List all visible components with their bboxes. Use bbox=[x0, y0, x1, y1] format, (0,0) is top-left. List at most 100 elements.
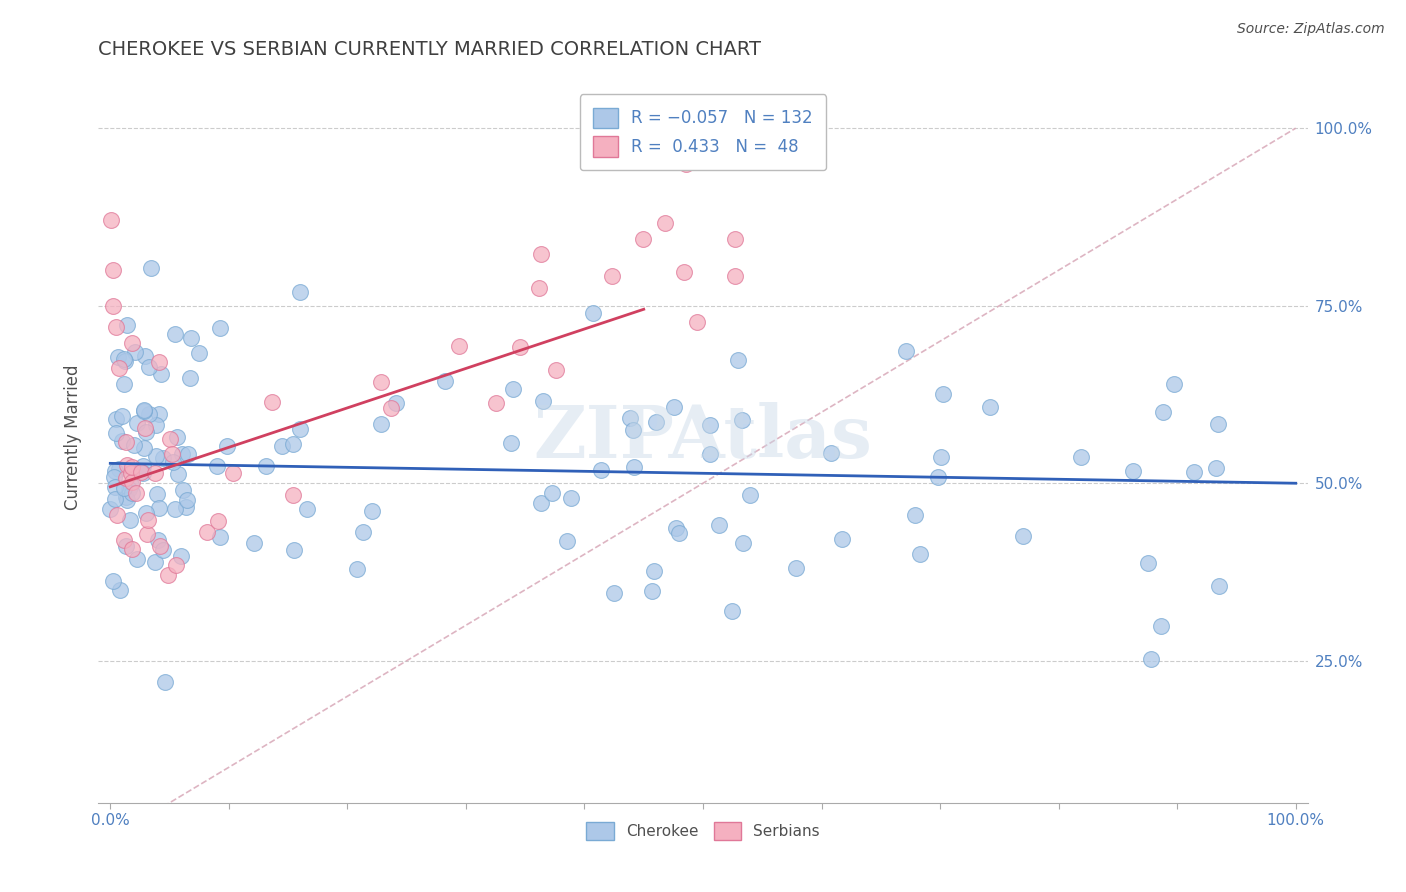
Point bbox=[180, 330, 202, 344]
Point bbox=[114, 353, 136, 368]
Point bbox=[434, 374, 457, 388]
Point bbox=[927, 470, 949, 484]
Point bbox=[111, 409, 134, 423]
Point bbox=[100, 213, 122, 227]
Point bbox=[163, 502, 186, 516]
Point bbox=[1122, 464, 1144, 478]
Point bbox=[120, 512, 142, 526]
Point bbox=[724, 268, 747, 283]
Point bbox=[560, 491, 582, 506]
Point bbox=[740, 488, 762, 502]
Point bbox=[1182, 465, 1205, 479]
Point bbox=[731, 535, 754, 549]
Point bbox=[104, 464, 127, 478]
Point bbox=[195, 524, 218, 539]
Point bbox=[148, 355, 170, 369]
Point bbox=[600, 268, 623, 283]
Point bbox=[115, 493, 138, 508]
Point bbox=[143, 466, 166, 480]
Point bbox=[134, 421, 156, 435]
Point bbox=[152, 451, 174, 466]
Point bbox=[104, 491, 127, 506]
Point bbox=[187, 346, 209, 360]
Legend: Cherokee, Serbians: Cherokee, Serbians bbox=[579, 815, 827, 847]
Point bbox=[172, 483, 194, 498]
Point bbox=[112, 481, 135, 495]
Point bbox=[205, 459, 228, 474]
Point bbox=[499, 436, 522, 450]
Point bbox=[108, 461, 131, 475]
Point bbox=[160, 447, 183, 461]
Point bbox=[502, 382, 524, 396]
Point bbox=[104, 480, 127, 494]
Point bbox=[208, 321, 231, 335]
Point bbox=[621, 423, 644, 437]
Point bbox=[281, 488, 304, 502]
Point bbox=[101, 574, 124, 588]
Point bbox=[254, 459, 277, 474]
Point bbox=[135, 527, 157, 541]
Point bbox=[114, 490, 136, 504]
Point bbox=[283, 542, 305, 557]
Point bbox=[904, 508, 927, 523]
Point bbox=[163, 326, 186, 341]
Point bbox=[132, 441, 155, 455]
Point bbox=[643, 564, 665, 578]
Point bbox=[207, 514, 229, 528]
Point bbox=[675, 156, 697, 170]
Point bbox=[141, 260, 163, 275]
Point bbox=[531, 394, 554, 409]
Point bbox=[707, 517, 730, 532]
Point bbox=[105, 508, 128, 522]
Point bbox=[101, 263, 124, 277]
Point bbox=[107, 360, 129, 375]
Point bbox=[170, 447, 193, 461]
Point bbox=[721, 604, 744, 618]
Point bbox=[138, 408, 160, 422]
Point bbox=[143, 555, 166, 569]
Point bbox=[121, 541, 143, 556]
Point bbox=[110, 582, 132, 597]
Point bbox=[121, 460, 143, 475]
Point bbox=[361, 504, 384, 518]
Point bbox=[114, 471, 136, 485]
Point bbox=[1070, 450, 1092, 464]
Point bbox=[527, 281, 550, 295]
Point bbox=[1140, 652, 1163, 666]
Point bbox=[271, 439, 294, 453]
Point bbox=[114, 539, 136, 553]
Point bbox=[699, 417, 721, 432]
Point bbox=[148, 407, 170, 421]
Point bbox=[555, 533, 578, 548]
Point bbox=[107, 350, 129, 364]
Point bbox=[138, 513, 160, 527]
Point bbox=[170, 549, 193, 564]
Point bbox=[1205, 460, 1227, 475]
Point bbox=[120, 466, 142, 480]
Point bbox=[159, 432, 181, 446]
Point bbox=[105, 320, 128, 334]
Point bbox=[243, 536, 266, 550]
Point bbox=[152, 542, 174, 557]
Point bbox=[166, 430, 188, 444]
Point bbox=[1152, 404, 1174, 418]
Point bbox=[380, 401, 402, 416]
Point bbox=[546, 363, 568, 377]
Point bbox=[103, 299, 125, 313]
Point bbox=[644, 415, 666, 429]
Point bbox=[121, 336, 143, 351]
Point bbox=[134, 403, 156, 417]
Point bbox=[176, 492, 198, 507]
Point bbox=[156, 568, 179, 582]
Point bbox=[727, 352, 749, 367]
Point bbox=[118, 482, 141, 496]
Point bbox=[724, 232, 747, 246]
Point bbox=[179, 370, 201, 384]
Point bbox=[134, 349, 156, 363]
Point bbox=[120, 477, 142, 491]
Text: CHEROKEE VS SERBIAN CURRENTLY MARRIED CORRELATION CHART: CHEROKEE VS SERBIAN CURRENTLY MARRIED CO… bbox=[98, 39, 762, 59]
Point bbox=[146, 533, 169, 548]
Point bbox=[121, 486, 143, 500]
Point bbox=[167, 467, 190, 481]
Point bbox=[104, 425, 127, 440]
